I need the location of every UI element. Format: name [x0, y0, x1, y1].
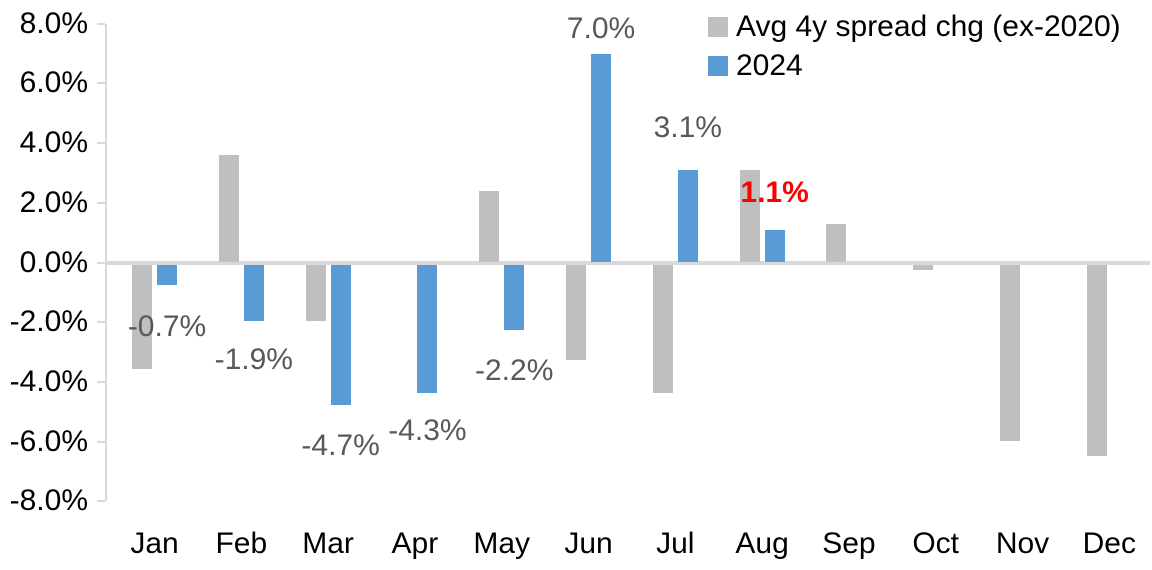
- y-axis-tick-label: 6.0%: [19, 66, 88, 100]
- y-axis-tick: [97, 321, 105, 324]
- y-axis-tick: [97, 440, 105, 443]
- x-axis-label-dec: Dec: [1082, 527, 1136, 560]
- y-axis-tick: [97, 22, 105, 25]
- chart-legend: Avg 4y spread chg (ex-2020) 2024: [708, 12, 1121, 90]
- x-axis-label-feb: Feb: [215, 527, 268, 560]
- y-axis-tick: [97, 500, 105, 503]
- legend-item-avg-4y-spread: Avg 4y spread chg (ex-2020): [708, 12, 1121, 42]
- y-axis-tick-label: -8.0%: [9, 484, 88, 518]
- bar-2024-feb: [243, 264, 264, 322]
- bar-avg-4y-spread-chg-ex-2020--mar: [305, 264, 326, 322]
- y-axis-tick: [97, 201, 105, 204]
- data-label-feb: -1.9%: [214, 343, 293, 377]
- bar-2024-may: [504, 264, 525, 331]
- x-axis-label-oct: Oct: [912, 527, 960, 560]
- bar-avg-4y-spread-chg-ex-2020--jun: [566, 264, 586, 361]
- x-axis-label-aug: Aug: [735, 527, 789, 560]
- data-label-jun: 7.0%: [566, 11, 636, 45]
- data-label-apr: -4.3%: [388, 413, 467, 447]
- x-axis-label-may: May: [473, 527, 531, 560]
- y-axis-tick: [97, 82, 105, 85]
- y-axis-tick: [97, 261, 105, 264]
- y-axis-tick-label: -4.0%: [9, 364, 88, 398]
- x-axis-label-jul: Jul: [656, 527, 695, 560]
- bar-2024-apr: [417, 264, 438, 393]
- bar-avg-4y-spread-chg-ex-2020--oct: [913, 264, 934, 271]
- legend-swatch-gray: [708, 17, 728, 37]
- y-axis-tick: [97, 380, 105, 383]
- y-axis-tick-label: 4.0%: [19, 126, 88, 160]
- y-axis-tick-label: 2.0%: [19, 185, 88, 219]
- legend-swatch-blue: [708, 56, 728, 76]
- y-axis-tick: [97, 142, 105, 145]
- bar-2024-mar: [330, 264, 351, 405]
- x-axis-label-mar: Mar: [302, 527, 354, 560]
- bar-2024-jul: [677, 169, 698, 263]
- x-axis-label-nov: Nov: [995, 527, 1050, 560]
- data-label-may: -2.2%: [475, 354, 554, 388]
- data-label-aug: 1.1%: [740, 175, 809, 209]
- y-axis-tick-label: -2.0%: [9, 305, 88, 339]
- bar-2024-jan: [157, 264, 177, 286]
- bar-avg-4y-spread-chg-ex-2020--nov: [1000, 264, 1020, 441]
- x-axis-label-jun: Jun: [564, 527, 613, 560]
- legend-item-2024: 2024: [708, 51, 1121, 81]
- data-label-mar: -4.7%: [301, 428, 380, 462]
- y-axis-tick-label: -6.0%: [9, 424, 88, 458]
- legend-label-avg-4y-spread: Avg 4y spread chg (ex-2020): [736, 10, 1121, 43]
- bar-avg-4y-spread-chg-ex-2020--aug: [739, 169, 760, 263]
- bar-2024-aug: [764, 229, 785, 263]
- y-axis-tick-label: 8.0%: [19, 6, 88, 40]
- x-axis-label-jan: Jan: [130, 527, 179, 560]
- data-label-jul: 3.1%: [653, 110, 722, 144]
- legend-label-2024: 2024: [736, 49, 803, 82]
- bar-avg-4y-spread-chg-ex-2020--jul: [652, 264, 673, 393]
- bar-avg-4y-spread-chg-ex-2020--jan: [132, 264, 152, 369]
- data-label-jan: -0.7%: [127, 310, 207, 344]
- y-axis-tick-label: 0.0%: [19, 245, 88, 279]
- x-axis-label-apr: Apr: [391, 527, 439, 560]
- x-axis-label-sep: Sep: [822, 527, 876, 560]
- zero-line: [105, 260, 1150, 265]
- bar-2024-jun: [591, 53, 611, 263]
- bar-avg-4y-spread-chg-ex-2020--may: [479, 190, 500, 263]
- bar-avg-4y-spread-chg-ex-2020--feb: [218, 155, 239, 263]
- bar-avg-4y-spread-chg-ex-2020--dec: [1086, 264, 1107, 456]
- bar-avg-4y-spread-chg-ex-2020--sep: [826, 223, 847, 263]
